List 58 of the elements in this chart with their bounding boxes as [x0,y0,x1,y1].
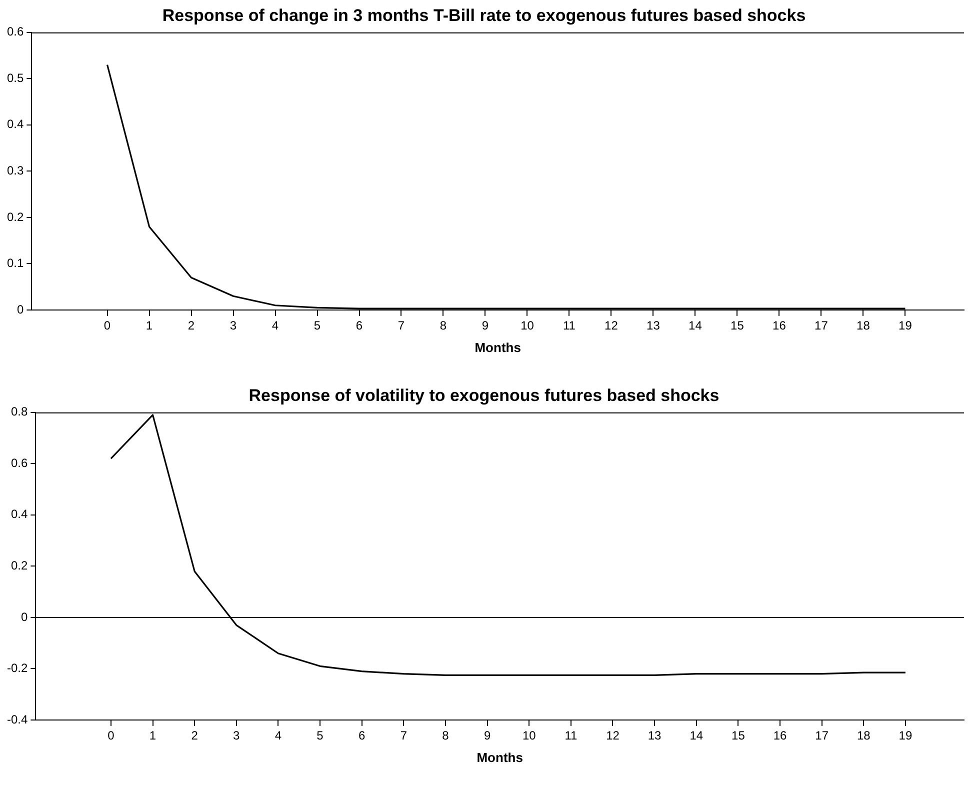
x-tick-label: 3 [230,318,237,333]
x-tick-label: 7 [398,318,405,333]
x-tick-label: 2 [188,318,195,333]
y-tick-label: 0.8 [10,404,28,419]
x-tick-label: 13 [648,728,662,743]
x-tick-label: 0 [108,728,115,743]
x-tick-label: 12 [604,318,618,333]
x-tick-label: 15 [730,318,744,333]
x-tick-label: 5 [316,728,324,743]
x-tick-label: 8 [440,318,447,333]
y-tick-label: 0.6 [6,24,24,39]
x-axis-title: Months [476,750,523,765]
x-tick-label: 4 [272,318,279,333]
x-tick-label: 12 [606,728,620,743]
x-tick-label: 1 [146,318,153,333]
x-tick-label: 4 [274,728,282,743]
y-tick-label: 0.3 [6,164,24,178]
x-tick-label: 10 [520,318,534,333]
y-tick-label: 0.1 [6,256,24,270]
y-tick-label: -0.4 [6,712,28,726]
x-tick-label: 14 [690,728,704,743]
y-tick-label: 0 [16,302,24,316]
x-tick-label: 13 [646,318,660,333]
y-tick-label: 0.4 [10,507,28,522]
x-tick-label: 19 [898,728,912,743]
x-tick-label: 11 [563,318,576,333]
x-tick-label: 16 [772,318,786,333]
x-tick-label: 2 [191,728,198,743]
chart-title: Response of volatility to exogenous futures based shocks [248,386,720,405]
y-tick-label: 0.2 [10,558,28,573]
x-axis-title: Months [474,340,521,355]
x-tick-label: 6 [356,318,363,333]
x-tick-label: 6 [358,728,366,743]
x-tick-label: 18 [856,318,870,333]
x-tick-label: 11 [564,728,578,743]
y-tick-label: 0 [20,610,28,624]
x-tick-label: 5 [314,318,321,333]
x-tick-label: 15 [732,728,746,743]
x-tick-label: 3 [233,728,240,743]
x-tick-label: 17 [814,318,828,333]
x-tick-label: 8 [442,728,450,743]
y-tick-label: 0.6 [10,456,28,470]
x-tick-label: 16 [773,728,787,743]
x-tick-label: 10 [522,728,536,743]
chart-title: Response of change in 3 months T-Bill rate to exogenous futures based shocks [162,6,806,25]
x-tick-label: 1 [149,728,156,743]
x-tick-label: 9 [482,318,489,333]
x-tick-label: 7 [400,728,408,743]
x-tick-label: 17 [815,728,829,743]
x-tick-label: 0 [104,318,111,333]
y-tick-label: -0.2 [6,661,28,676]
y-tick-label: 0.5 [6,70,24,85]
y-tick-label: 0.4 [6,117,24,132]
x-tick-label: 19 [898,318,912,333]
y-tick-label: 0.2 [6,210,24,224]
x-tick-label: 14 [688,318,702,333]
x-tick-label: 18 [856,728,871,743]
x-tick-label: 9 [484,728,491,743]
